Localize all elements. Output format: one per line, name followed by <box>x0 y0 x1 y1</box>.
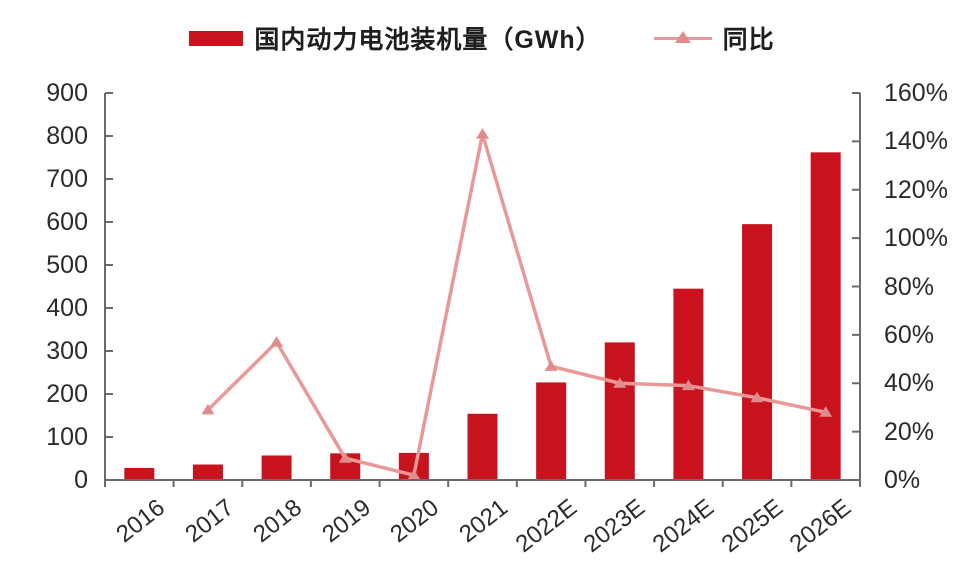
left-tick-label-300: 300 <box>46 337 88 365</box>
bar-2026E <box>810 152 841 480</box>
left-tick-label-500: 500 <box>46 251 88 279</box>
legend: 国内动力电池装机量（GWh） 同比 <box>0 20 964 56</box>
left-tick-label-900: 900 <box>46 79 88 107</box>
line-marker-2022E <box>544 360 558 371</box>
yoy-line <box>206 132 827 477</box>
line-marker-2018 <box>270 336 284 347</box>
legend-line-label: 同比 <box>722 26 775 54</box>
line-marker-2023E <box>613 377 627 388</box>
right-tick-label-0%: 0% <box>884 466 921 494</box>
line-marker-2020 <box>407 469 421 480</box>
bar-2016 <box>124 467 155 480</box>
left-tick-label-600: 600 <box>46 208 88 236</box>
bar-swatch-icon <box>189 30 244 46</box>
right-tick-label-60%: 60% <box>884 320 935 349</box>
left-tick-label-700: 700 <box>46 165 88 193</box>
right-tick-label-20%: 20% <box>884 417 935 446</box>
line-marker-2024E <box>681 379 695 391</box>
legend-item-installed-capacity: 国内动力电池装机量（GWh） <box>189 20 601 56</box>
bar-2021 <box>467 413 498 480</box>
right-tick-label-100%: 100% <box>884 224 948 253</box>
bar-2018 <box>261 455 292 480</box>
triangle-marker-icon <box>674 31 691 43</box>
line-marker-2026E <box>819 406 833 417</box>
right-tick-label-140%: 140% <box>884 127 948 156</box>
right-tick-label-160%: 160% <box>884 79 948 107</box>
legend-item-yoy: 同比 <box>653 20 775 56</box>
right-tick-label-80%: 80% <box>884 272 935 301</box>
left-tick-label-800: 800 <box>46 122 88 150</box>
bar-2025E <box>742 224 773 480</box>
bar-2022E <box>536 382 567 480</box>
right-tick-label-40%: 40% <box>884 369 935 398</box>
left-tick-label-200: 200 <box>46 380 88 408</box>
line-marker-2019 <box>338 452 352 463</box>
bar-2017 <box>192 464 223 480</box>
left-tick-label-400: 400 <box>46 294 88 322</box>
legend-bar-label: 国内动力电池装机量（GWh） <box>254 26 602 54</box>
line-marker-2025E <box>750 391 764 403</box>
line-marker-2021 <box>476 128 489 139</box>
line-swatch-icon <box>653 29 712 47</box>
right-tick-label-120%: 120% <box>884 175 948 204</box>
left-tick-label-0: 0 <box>74 466 88 494</box>
bar-2023E <box>604 342 635 480</box>
line-marker-2017 <box>201 403 215 415</box>
left-tick-label-100: 100 <box>46 423 88 451</box>
